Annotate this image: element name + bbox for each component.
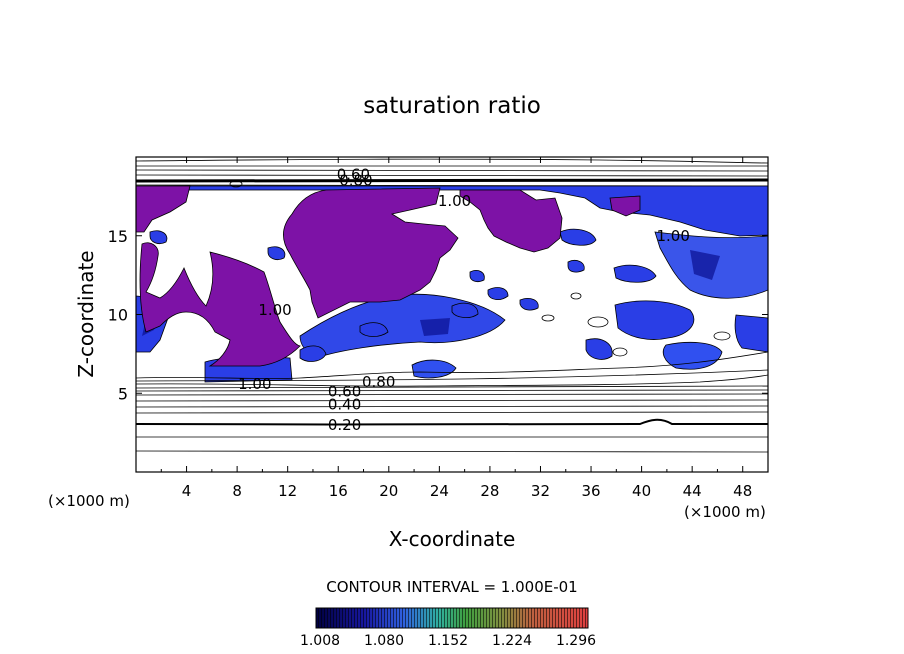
x-axis-label: X-coordinate (389, 527, 516, 551)
y-tick-label: 5 (118, 384, 128, 403)
contour-labels: 0.600.801.001.001.001.00 0.800.600.400.20 (238, 165, 690, 433)
colorbar-tick-labels: 1.008 1.080 1.152 1.224 1.296 (300, 633, 596, 649)
x-tick-label: 44 (683, 482, 702, 500)
purple-regions (136, 185, 641, 367)
contour-interval-note: CONTOUR INTERVAL = 1.000E-01 (326, 578, 577, 596)
colorbar-tick-label: 1.080 (364, 633, 404, 649)
x-tick-label: 36 (581, 482, 600, 500)
colorbar-stripes (316, 608, 588, 628)
x-unit-right: (×1000 m) (684, 503, 766, 521)
x-tick-label: 48 (733, 482, 752, 500)
colorbar-tick-label: 1.152 (428, 633, 468, 649)
x-tick-label: 4 (182, 482, 192, 500)
x-tick-label: 32 (531, 482, 550, 500)
colorbar: 1.008 1.080 1.152 1.224 1.296 (300, 607, 596, 649)
x-tick-label: 28 (480, 482, 499, 500)
small-contour-loops (229, 180, 731, 357)
x-tick-label: 40 (632, 482, 651, 500)
y-axis-label: Z-coordinate (74, 250, 98, 377)
contour-label: 1.00 (438, 192, 471, 210)
colorbar-frame (315, 607, 589, 629)
x-tick-label: 24 (430, 482, 449, 500)
y-tick-label: 15 (108, 227, 128, 246)
x-tick-label: 8 (232, 482, 242, 500)
contour-label: 0.20 (328, 416, 361, 434)
colorbar-tick-label: 1.008 (300, 633, 340, 649)
x-tick-label: 12 (278, 482, 297, 500)
contour-label: 0.60 (328, 383, 361, 401)
contour-label: 1.00 (258, 301, 291, 319)
colorbar-tick-label: 1.296 (556, 633, 596, 649)
plot-field (136, 158, 768, 453)
contour-label: 0.80 (362, 373, 395, 391)
lower-contour-band (136, 351, 768, 453)
contour-label: 1.00 (656, 227, 689, 245)
y-tick-label: 10 (108, 306, 128, 325)
contour-label: 0.40 (328, 395, 361, 413)
x-tick-label: 20 (379, 482, 398, 500)
x-tick-label: 16 (329, 482, 348, 500)
contour-label: 1.00 (238, 375, 271, 393)
contour-label: 0.60 (337, 165, 370, 183)
upper-contour-band (136, 158, 768, 187)
chart-title: saturation ratio (363, 93, 541, 119)
x-unit-left: (×1000 m) (48, 492, 130, 510)
colorbar-tick-label: 1.224 (492, 633, 532, 649)
contour-label: 0.80 (339, 172, 372, 190)
